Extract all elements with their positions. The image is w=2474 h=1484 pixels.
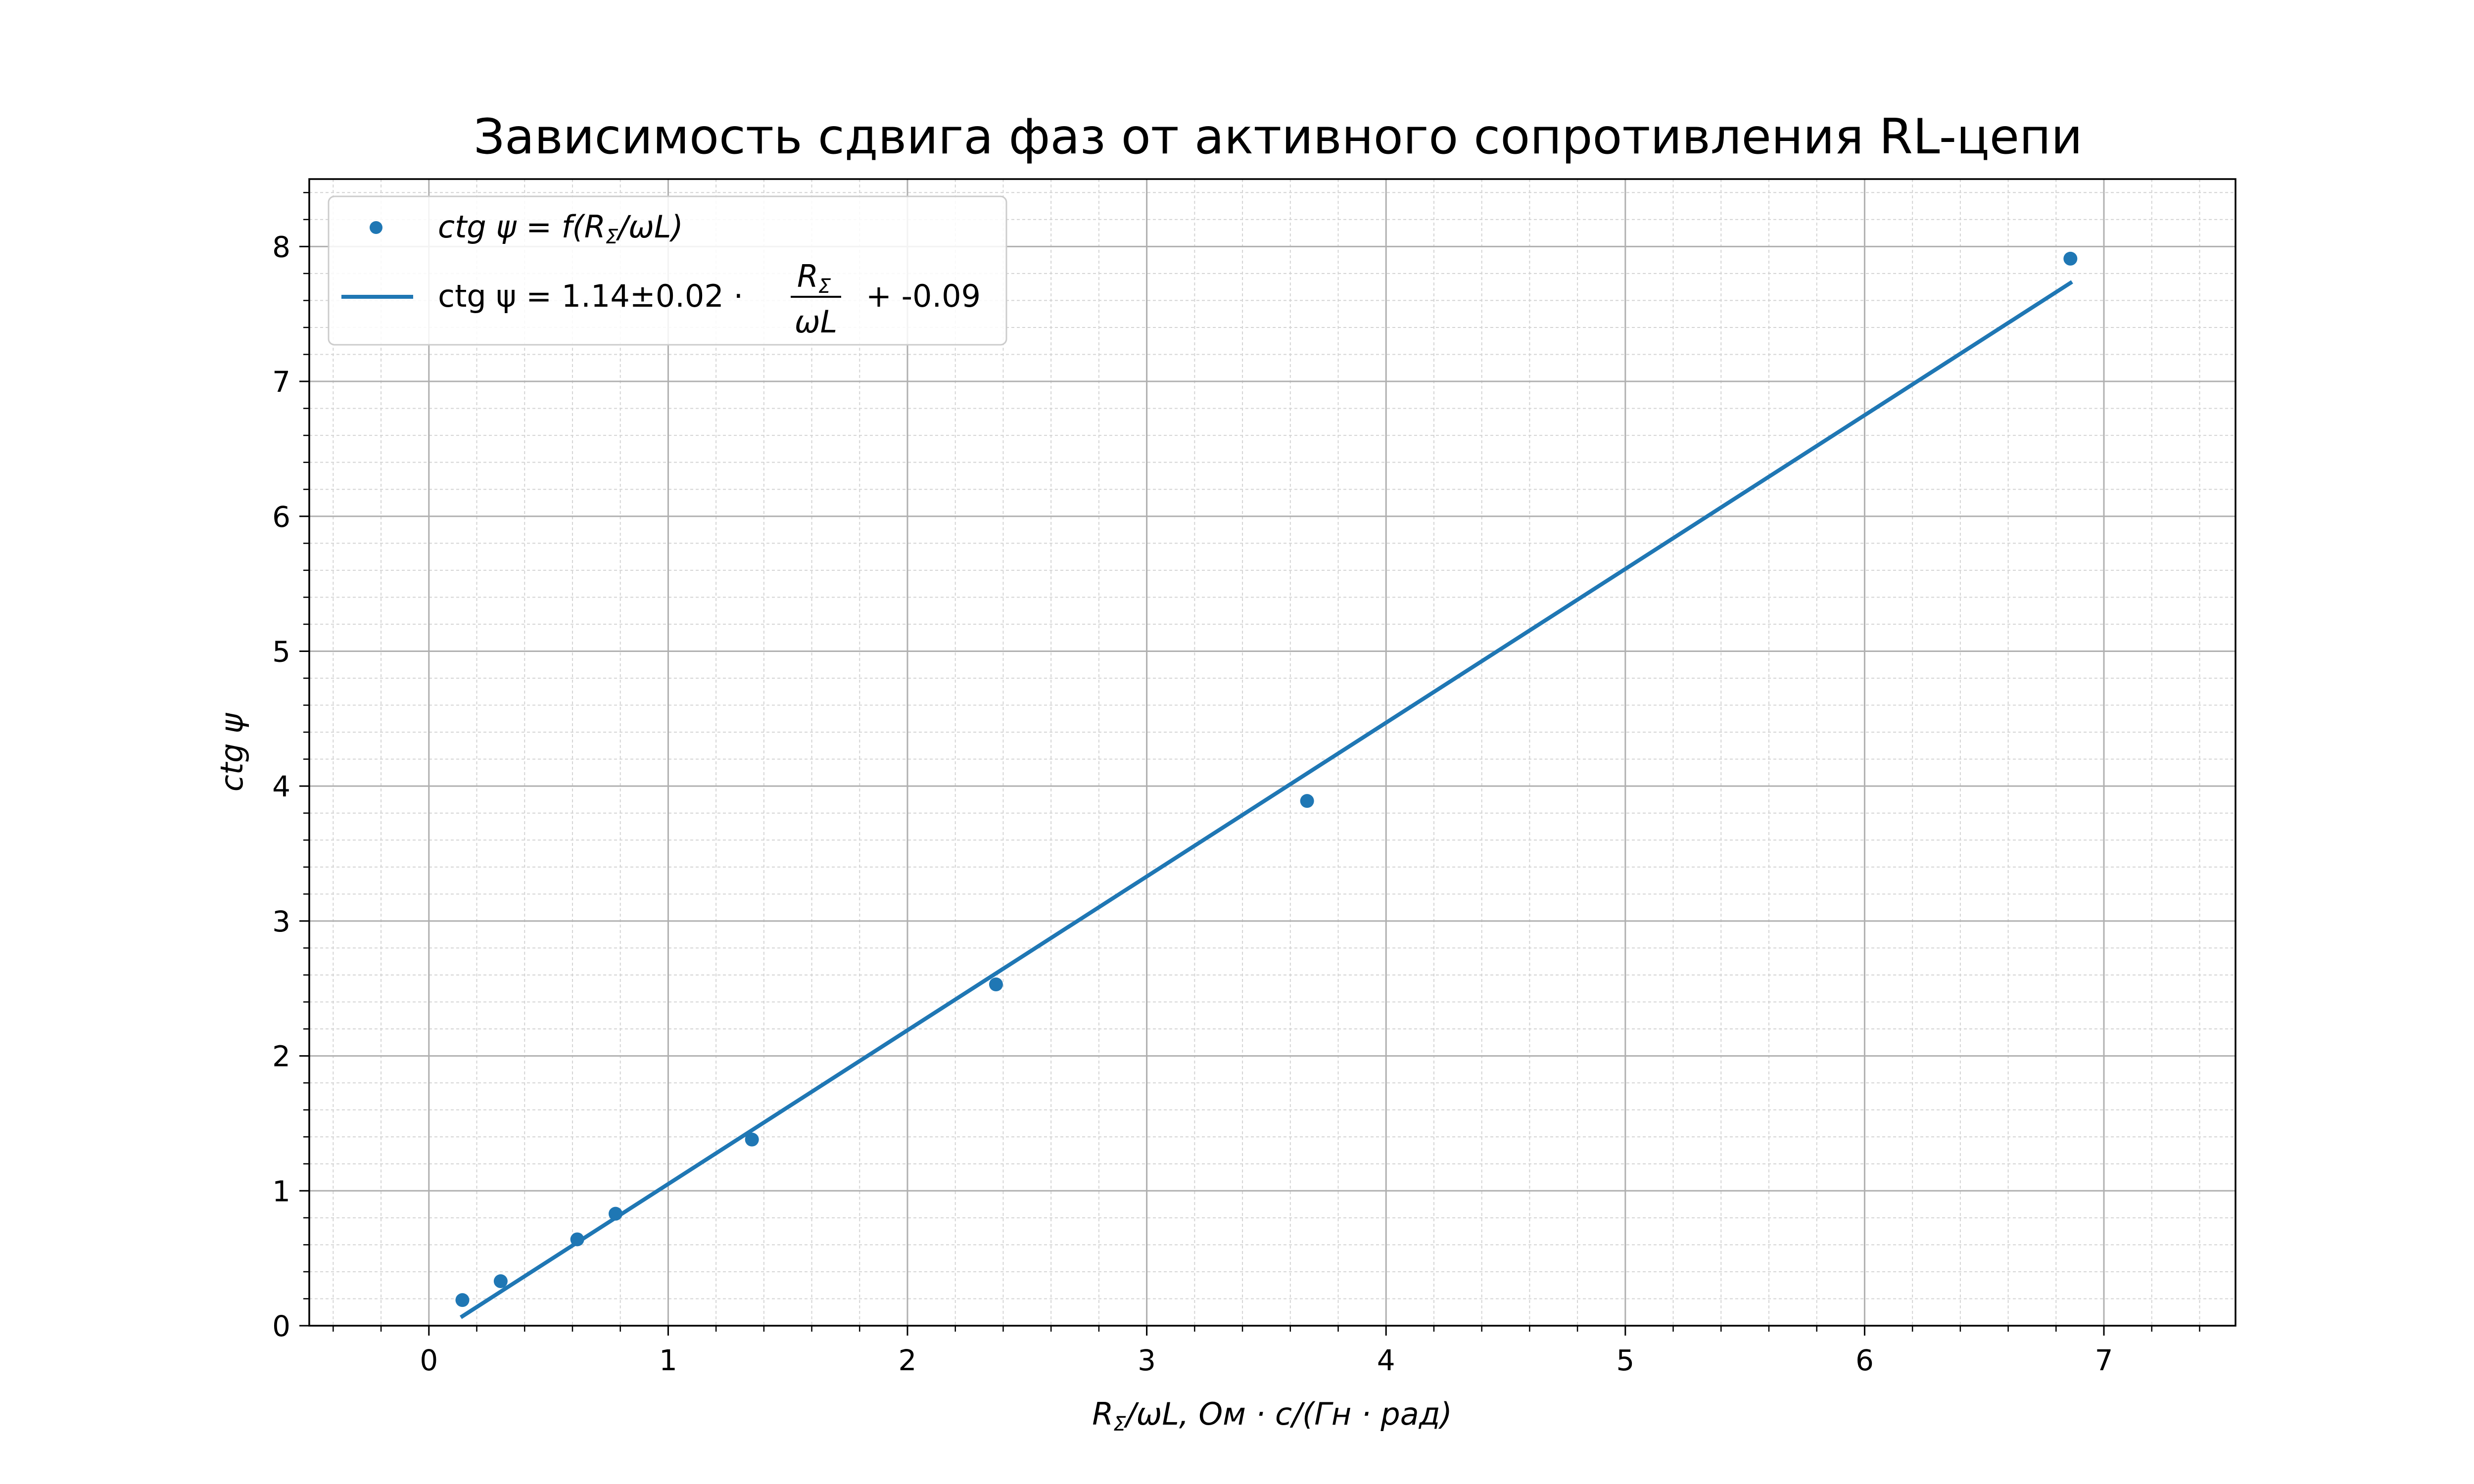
plot-area — [299, 178, 2236, 1336]
data-point — [493, 1274, 508, 1289]
x-tick-label: 3 — [1138, 1344, 1156, 1377]
plot-frame — [308, 178, 2236, 1327]
minor-grid — [309, 179, 2236, 1326]
legend-scatter-label: ctg ψ = f(RΣ/ωL) — [438, 209, 683, 248]
legend-line-label: ctg ψ = 1.14±0.02 · — [438, 278, 743, 314]
data-point — [745, 1132, 759, 1147]
y-tick-label: 5 — [272, 635, 290, 668]
fit-line — [459, 280, 2073, 1319]
y-axis-label: ctg ψ — [214, 713, 250, 791]
legend-line-fraction-denominator: ωL — [795, 304, 837, 340]
x-tick-label: 0 — [420, 1344, 438, 1377]
y-tick-label: 8 — [272, 230, 290, 264]
x-tick-label: 6 — [1856, 1344, 1874, 1377]
x-tick-label: 2 — [899, 1344, 917, 1377]
y-tick-label: 3 — [272, 905, 290, 938]
scatter-series — [455, 251, 2078, 1307]
legend-scatter-marker — [370, 221, 382, 234]
legend-line-intercept: + -0.09 — [866, 278, 981, 314]
y-tick-label: 1 — [272, 1174, 290, 1208]
y-tick-label: 0 — [272, 1309, 290, 1343]
data-point — [455, 1293, 470, 1307]
data-point — [989, 977, 1003, 992]
data-point — [609, 1206, 623, 1221]
fit-line-series — [459, 280, 2073, 1319]
legend-line-fraction-numerator: RΣ — [797, 258, 831, 298]
y-tick-label: 7 — [272, 365, 290, 399]
major-grid — [309, 179, 2236, 1327]
data-point — [1300, 794, 1314, 808]
x-tick-label: 5 — [1616, 1344, 1634, 1377]
data-point — [570, 1232, 584, 1247]
x-tick-label: 1 — [659, 1344, 677, 1377]
y-tick-label: 2 — [272, 1040, 290, 1073]
y-tick-label: 4 — [272, 770, 290, 803]
legend-box — [328, 195, 1007, 346]
x-axis-label: RΣ/ωL, Ом · с/(Гн · рад) — [1092, 1396, 1452, 1436]
axis-ticks — [299, 192, 2200, 1336]
y-tick-labels: 0 1 2 3 4 5 6 7 8 — [272, 230, 290, 1343]
legend: ctg ψ = f(RΣ/ωL) ctg ψ = 1.14±0.02 · RΣ … — [328, 195, 1007, 346]
x-tick-labels: 0 1 2 3 4 5 6 7 — [420, 1344, 2113, 1377]
plot-background — [309, 179, 2236, 1326]
x-tick-label: 7 — [2095, 1344, 2113, 1377]
x-tick-label: 4 — [1377, 1344, 1395, 1377]
data-point — [2063, 251, 2078, 266]
chart-title: Зависимость сдвига фаз от активного сопр… — [474, 109, 2083, 165]
y-tick-label: 6 — [272, 500, 290, 534]
